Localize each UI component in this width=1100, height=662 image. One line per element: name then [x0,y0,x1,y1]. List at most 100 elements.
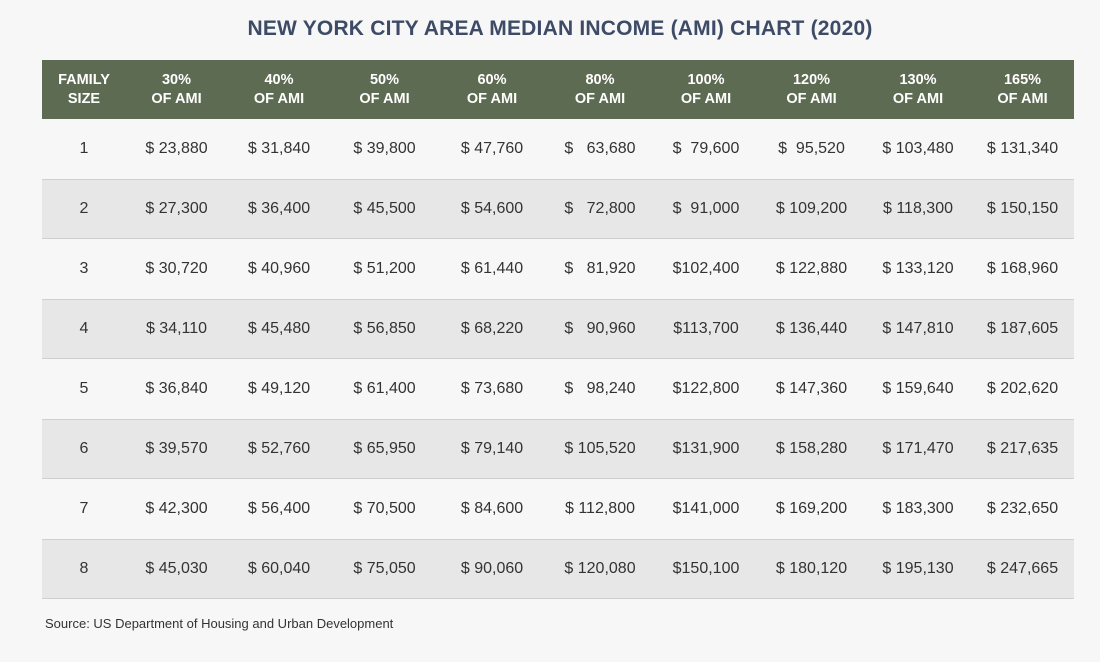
column-header-line1: 60% [477,71,507,88]
table-row: 7 $ 42,300 $ 56,400 $ 70,500 $ 84,600 $ 112,8… [42,479,1074,539]
income-cell: $131,900 [672,440,740,457]
ami-table: FAMILY SIZE 30% OF AMI 40% OF AMI 50% OF… [42,60,1074,599]
column-header-line2: OF AMI [466,90,518,107]
income-cell: $ 169,200 [775,500,848,517]
income-cell: $ 47,760 [460,140,524,157]
income-cell: $ 105,520 [564,440,636,457]
column-header-line2: OF AMI [786,90,837,107]
income-cell: $ 65,950 [353,440,416,457]
income-cell: $ 81,920 [564,260,636,277]
column-header-80: 80% OF AMI [546,60,654,119]
column-header-line2: OF AMI [892,90,944,107]
column-header-line2: OF AMI [997,90,1048,107]
column-header-line2: SIZE [67,90,101,107]
family-size-cell: 1 [79,140,89,157]
income-cell: $ 31,840 [247,140,311,157]
income-cell: $ 79,140 [460,440,524,457]
column-header-line1: 130% [899,71,937,88]
column-header-60: 60% OF AMI [438,60,546,119]
column-header-line1: 165% [1003,71,1042,88]
column-header-line1: FAMILY [58,71,110,88]
income-cell: $150,100 [672,560,740,577]
income-cell: $ 56,850 [353,320,416,337]
income-cell: $ 183,300 [882,500,954,517]
income-cell: $ 36,840 [145,380,208,397]
income-cell: $ 159,640 [882,380,954,397]
income-cell: $ 61,440 [460,260,524,277]
table-row: 3 $ 30,720 $ 40,960 $ 51,200 $ 61,440 $ 81,92… [42,239,1074,299]
column-header-line2: OF AMI [359,90,410,107]
income-cell: $ 34,110 [145,320,208,337]
income-cell: $ 84,600 [460,500,524,517]
column-header-165: 165% OF AMI [971,60,1074,119]
income-cell: $ 133,120 [882,260,954,277]
column-header-100: 100% OF AMI [654,60,758,119]
income-cell: $ 39,570 [145,440,208,457]
income-cell: $ 150,150 [986,200,1059,217]
income-cell: $ 27,300 [145,200,208,217]
family-size-cell: 8 [79,560,89,577]
table-header-row: FAMILY SIZE 30% OF AMI 40% OF AMI 50% OF… [42,60,1074,119]
column-header-line1: 50% [369,71,400,88]
income-cell: $102,400 [672,260,740,277]
column-header-120: 120% OF AMI [758,60,865,119]
income-cell: $ 75,050 [353,560,416,577]
income-cell: $ 95,520 [778,140,845,157]
family-size-cell: 4 [79,320,89,337]
income-cell: $ 36,400 [247,200,311,217]
income-cell: $ 98,240 [564,380,636,397]
column-header-line1: 120% [792,71,831,88]
income-cell: $ 79,600 [672,140,740,157]
table-row: 8 $ 45,030 $ 60,040 $ 75,050 $ 90,060 $ 120,0… [42,539,1074,599]
table-row: 2 $ 27,300 $ 36,400 $ 45,500 $ 54,600 $ 72,80… [42,179,1074,239]
income-cell: $ 90,060 [460,560,524,577]
table-row: 4 $ 34,110 $ 45,480 $ 56,850 $ 68,220 $ 90,96… [42,299,1074,359]
family-size-cell: 7 [79,500,89,517]
income-cell: $ 40,960 [247,260,311,277]
column-header-family-size: FAMILY SIZE [42,60,126,119]
column-header-line1: 40% [264,71,294,88]
column-header-line2: OF AMI [253,90,305,107]
income-cell: $ 171,470 [882,440,954,457]
income-cell: $ 45,030 [145,560,208,577]
table-row: 1 $ 23,880 $ 31,840 $ 39,800 $ 47,760 $ 63,68… [42,119,1074,179]
income-cell: $ 136,440 [775,320,848,337]
income-cell: $ 118,300 [883,200,953,217]
income-cell: $ 45,500 [353,200,416,217]
chart-title: NEW YORK CITY AREA MEDIAN INCOME (AMI) C… [247,17,873,40]
family-size-cell: 2 [79,200,89,217]
column-header-50: 50% OF AMI [331,60,438,119]
income-cell: $ 168,960 [986,260,1059,277]
income-cell: $ 54,600 [460,200,524,217]
income-cell: $ 68,220 [460,320,524,337]
column-header-line2: OF AMI [680,90,732,107]
income-cell: $ 42,300 [145,500,208,517]
income-cell: $ 60,040 [247,560,311,577]
income-cell: $ 147,810 [882,320,954,337]
income-cell: $ 109,200 [775,200,848,217]
income-cell: $ 112,800 [565,500,635,517]
income-cell: $ 39,800 [353,140,416,157]
income-cell: $ 158,280 [775,440,848,457]
column-header-line2: OF AMI [574,90,626,107]
source-note: Source: US Department of Housing and Urb… [45,616,394,631]
income-cell: $ 131,340 [986,140,1059,157]
income-cell: $ 91,000 [672,200,740,217]
income-cell: $ 187,605 [986,320,1059,337]
income-cell: $ 23,880 [145,140,208,157]
income-cell: $ 61,400 [353,380,416,397]
column-header-line2: OF AMI [151,90,202,107]
column-header-line1: 100% [687,71,725,88]
income-cell: $ 56,400 [247,500,311,517]
column-header-line1: 30% [161,71,192,88]
income-cell: $122,800 [672,380,740,397]
column-header-40: 40% OF AMI [227,60,331,119]
income-cell: $ 70,500 [353,500,416,517]
income-cell: $ 90,960 [564,320,636,337]
income-cell: $ 45,480 [247,320,311,337]
income-cell: $ 103,480 [882,140,954,157]
family-size-cell: 3 [79,260,89,277]
income-cell: $ 180,120 [775,560,848,577]
table-row: 5 $ 36,840 $ 49,120 $ 61,400 $ 73,680 $ 98,24… [42,359,1074,419]
